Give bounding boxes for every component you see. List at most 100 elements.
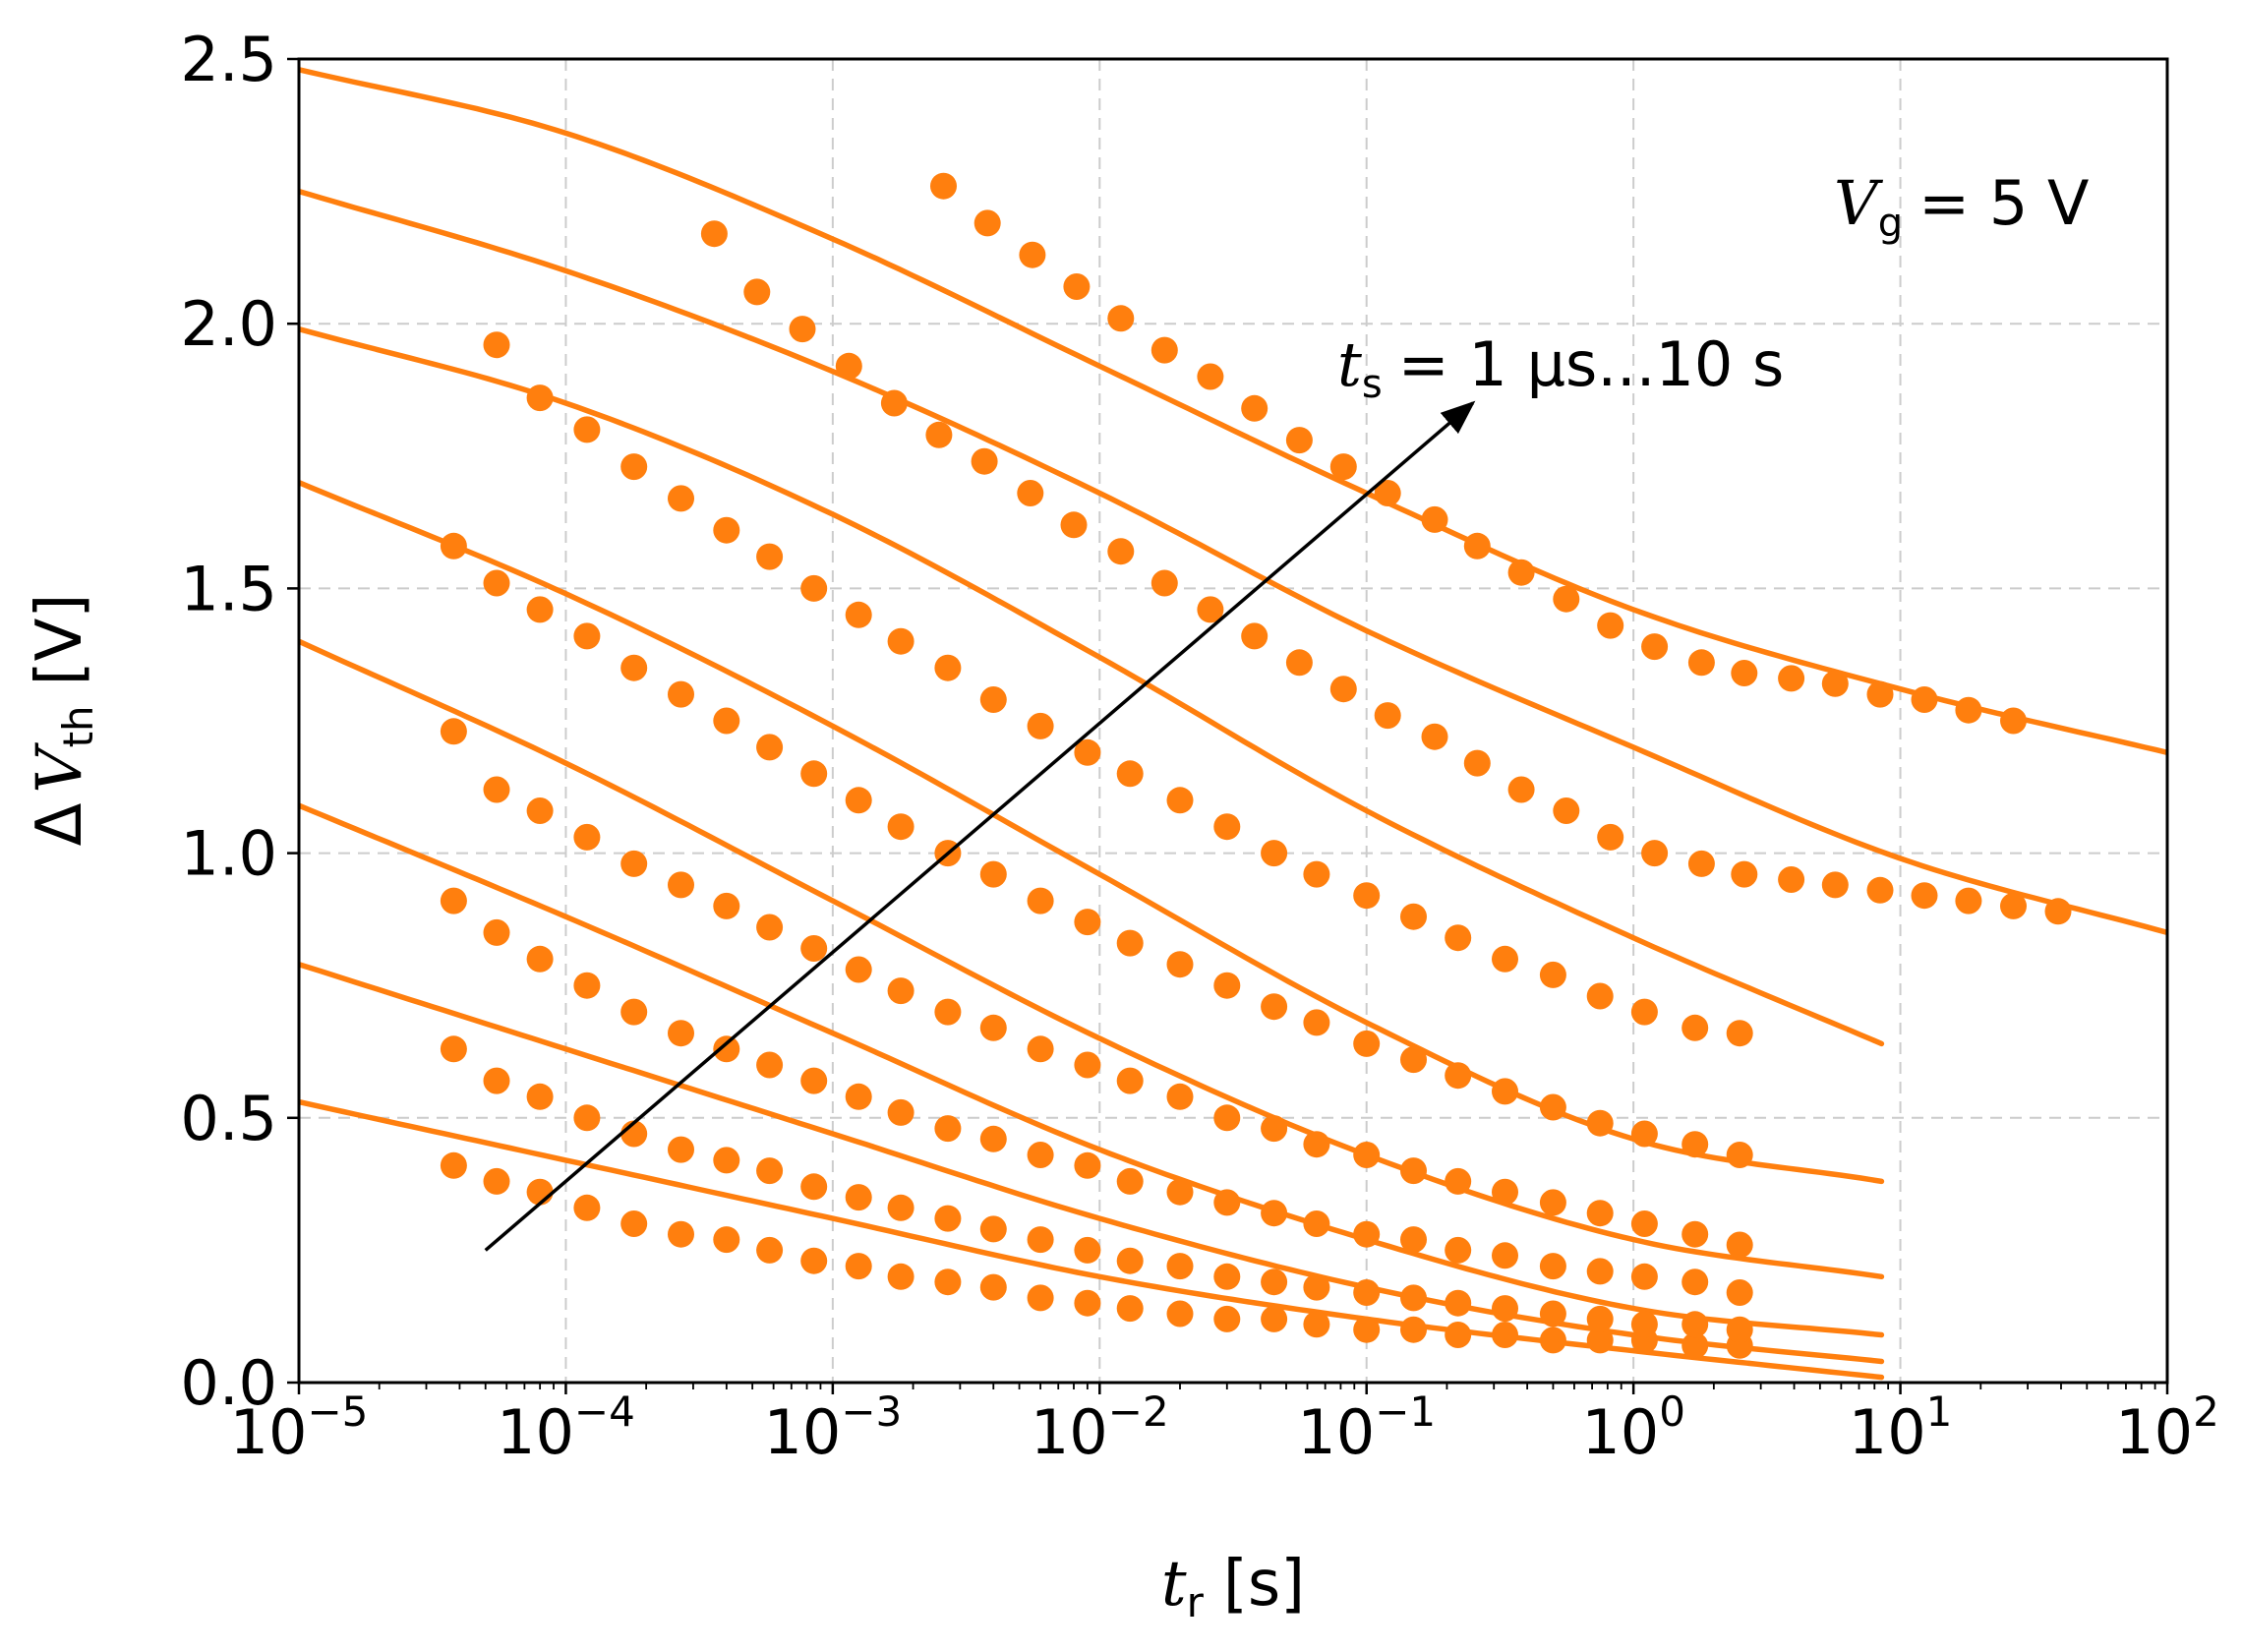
data-point	[1166, 1083, 1194, 1110]
measured-series	[440, 718, 1753, 1259]
data-point	[887, 1194, 914, 1221]
data-point	[483, 569, 510, 597]
data-point	[1726, 1279, 1753, 1306]
data-point	[800, 574, 828, 602]
data-point	[845, 787, 872, 814]
data-point	[1150, 336, 1178, 364]
data-point	[1166, 1178, 1194, 1206]
data-point	[713, 516, 740, 544]
data-point	[1682, 1220, 1709, 1248]
data-point	[1463, 532, 1491, 560]
data-point	[979, 1125, 1007, 1152]
data-point	[1213, 1263, 1241, 1290]
data-point	[1241, 394, 1268, 422]
data-point	[1641, 633, 1669, 661]
fit-curve	[299, 67, 2167, 756]
data-point	[1445, 1167, 1472, 1195]
data-point	[934, 654, 962, 681]
data-point	[483, 1167, 510, 1195]
data-point	[713, 1035, 740, 1063]
data-point	[1421, 505, 1448, 533]
data-point	[1866, 876, 1894, 904]
data-point	[1074, 1236, 1101, 1264]
data-point	[1017, 480, 1044, 506]
data-point	[668, 680, 694, 708]
data-point	[1682, 1131, 1709, 1158]
data-point	[887, 977, 914, 1005]
data-point	[1445, 1322, 1472, 1348]
data-point	[440, 1151, 467, 1179]
data-point	[1955, 887, 1982, 914]
data-point	[700, 220, 728, 248]
data-point	[2000, 707, 2027, 735]
data-point	[1630, 1311, 1658, 1338]
data-point	[887, 1263, 914, 1290]
y-label-main: V	[24, 742, 96, 794]
data-point	[1213, 1104, 1241, 1132]
x-label-main: t	[1161, 1548, 1187, 1621]
stress-main: t	[1337, 328, 1362, 400]
data-point	[1400, 1284, 1427, 1312]
x-tick-label: 100	[1581, 1387, 1685, 1468]
stress-arrow	[484, 400, 1476, 1252]
stress-time-annotation: ts = 1 μs...10 s	[1337, 328, 1784, 407]
data-point	[1329, 453, 1357, 481]
data-point	[1353, 1279, 1381, 1306]
data-point	[971, 447, 998, 475]
gate-voltage-annotation: Vg = 5 V	[1834, 167, 2089, 246]
data-point	[1166, 1300, 1194, 1328]
data-point	[1726, 1020, 1753, 1047]
data-point	[743, 278, 771, 306]
x-label-unit: [s]	[1223, 1548, 1305, 1621]
gate-rest: = 5 V	[1918, 167, 2089, 239]
y-tick-label: 1.0	[180, 818, 277, 890]
x-tick-labels: 10−5 10−4 10−3 10−2 10−1 100 101 102	[230, 1387, 2219, 1468]
data-point	[1507, 776, 1535, 803]
data-point	[845, 601, 872, 628]
data-point	[880, 389, 908, 417]
data-point	[1116, 929, 1144, 957]
data-point	[979, 860, 1007, 888]
data-point	[440, 887, 467, 914]
data-point	[1261, 993, 1288, 1021]
data-point	[800, 935, 828, 962]
data-point	[668, 871, 694, 899]
data-point	[1261, 1268, 1288, 1296]
data-point	[1116, 760, 1144, 788]
data-point	[845, 956, 872, 983]
data-point	[1553, 585, 1580, 613]
data-point	[1213, 972, 1241, 999]
measured-series	[700, 220, 2072, 925]
data-point	[1329, 676, 1357, 703]
data-point	[1539, 1300, 1566, 1328]
data-point	[930, 172, 957, 200]
x-axis-label: tr [s]	[1161, 1548, 1305, 1626]
data-point	[1400, 1226, 1427, 1254]
data-point	[1261, 1305, 1288, 1332]
measured-series	[930, 172, 2027, 735]
data-point	[483, 331, 510, 359]
data-point	[1421, 723, 1448, 750]
data-point	[526, 596, 554, 623]
data-point	[1586, 982, 1614, 1010]
data-point	[1492, 1322, 1518, 1348]
data-point	[1150, 569, 1178, 597]
fit-curve	[299, 188, 2167, 936]
data-point	[1586, 1109, 1614, 1137]
data-point	[1507, 559, 1535, 586]
stress-rest: = 1 μs...10 s	[1398, 328, 1785, 400]
y-axis-label: ΔVth [V]	[24, 594, 102, 847]
data-point	[1445, 1289, 1472, 1317]
data-point	[789, 316, 816, 343]
data-point	[1687, 649, 1715, 677]
data-point	[1166, 1253, 1194, 1280]
data-point	[974, 209, 1001, 237]
plot-frame	[297, 57, 2169, 1385]
data-point	[1285, 427, 1313, 454]
data-point	[925, 421, 953, 448]
y-tick-label: 0.5	[180, 1083, 277, 1154]
axis-ticks	[287, 57, 2169, 1394]
data-point	[1400, 1316, 1427, 1343]
data-point	[756, 1236, 784, 1264]
data-point	[440, 718, 467, 745]
